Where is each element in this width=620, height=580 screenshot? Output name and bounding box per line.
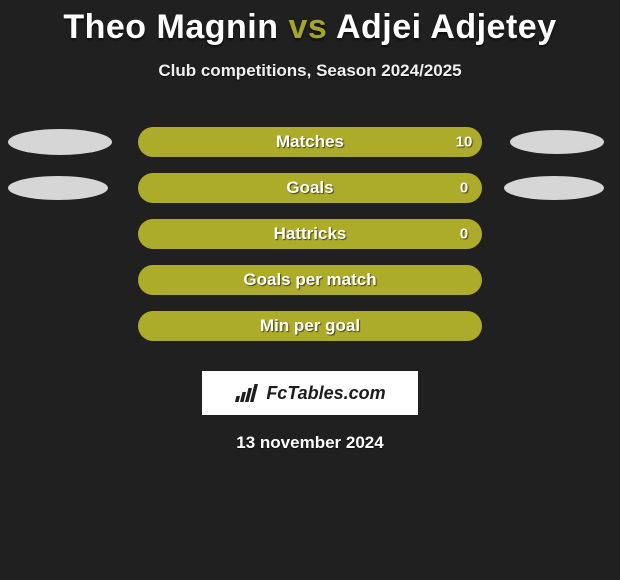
bar-area: Matches 10: [138, 127, 482, 157]
player1-name: Theo Magnin: [63, 8, 278, 46]
player2-value: 0: [454, 226, 474, 243]
stat-row-matches: Matches 10: [0, 119, 620, 165]
player2-marker: [504, 176, 604, 200]
vs-word: vs: [288, 8, 327, 46]
bar-area: Goals per match: [138, 265, 482, 295]
stat-row-goals_per_match: Goals per match: [0, 257, 620, 303]
page-title: Theo Magnin vs Adjei Adjetey: [0, 0, 620, 47]
stat-row-min_per_goal: Min per goal: [0, 303, 620, 349]
player2-value: 10: [454, 134, 474, 151]
stat-rows: Matches 10 Goals 0 Hattricks 0 Goals per match…: [0, 119, 620, 349]
bar-area: Min per goal: [138, 311, 482, 341]
player1-marker: [8, 176, 108, 200]
bar-chart-icon: [234, 382, 260, 404]
player2-name: Adjei Adjetey: [336, 8, 557, 46]
brand-text: FcTables.com: [266, 383, 385, 404]
stat-row-goals: Goals 0: [0, 165, 620, 211]
date-text: 13 november 2024: [0, 433, 620, 453]
player2-value: 0: [454, 180, 474, 197]
stat-label: Goals per match: [243, 270, 376, 290]
player1-marker: [8, 129, 112, 155]
stat-label: Goals: [286, 178, 333, 198]
stat-label: Min per goal: [260, 316, 360, 336]
bar-area: Hattricks 0: [138, 219, 482, 249]
subtitle: Club competitions, Season 2024/2025: [0, 61, 620, 81]
stat-label: Hattricks: [274, 224, 347, 244]
stat-label: Matches: [276, 132, 344, 152]
comparison-infographic: Theo Magnin vs Adjei Adjetey Club compet…: [0, 0, 620, 580]
player2-marker: [510, 130, 604, 154]
stat-row-hattricks: Hattricks 0: [0, 211, 620, 257]
bar-area: Goals 0: [138, 173, 482, 203]
brand-box: FcTables.com: [202, 371, 418, 415]
